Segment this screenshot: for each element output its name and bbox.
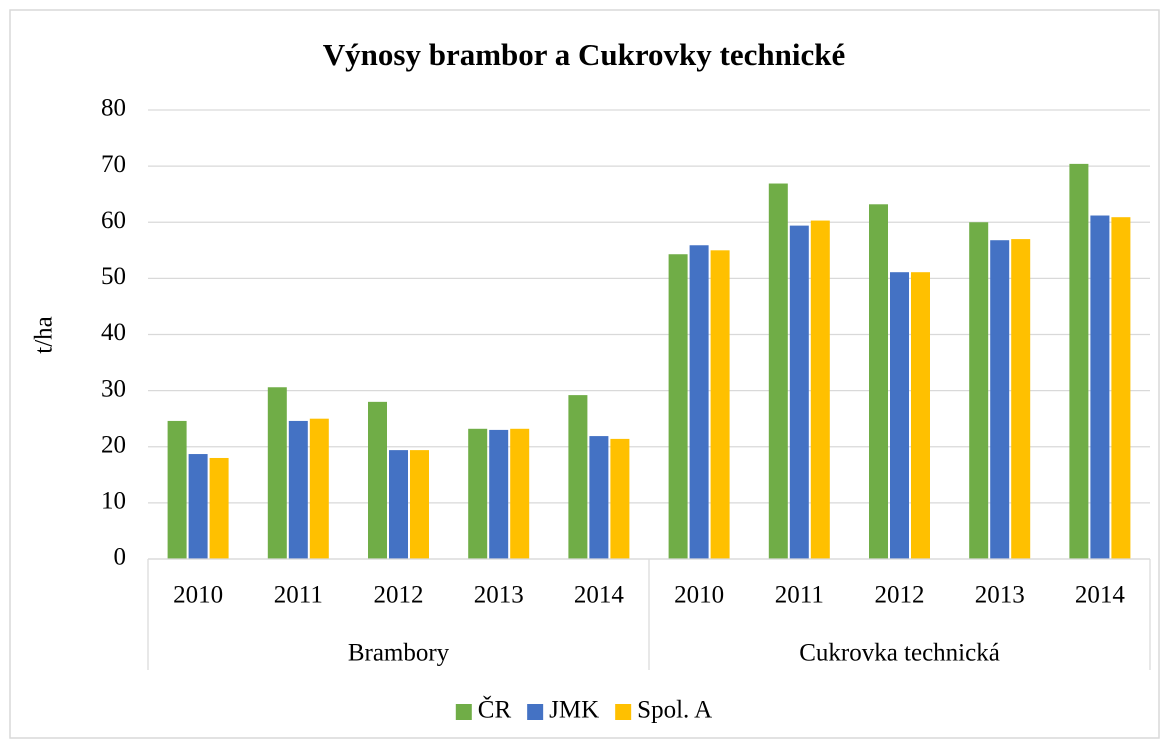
x-tick-label: 2014 xyxy=(574,582,625,609)
bar xyxy=(309,418,329,559)
chart-title: Výnosy brambor a Cukrovky technické xyxy=(323,37,845,72)
bar xyxy=(1090,215,1110,559)
bar xyxy=(768,183,788,559)
y-tick-label: 30 xyxy=(101,375,126,402)
bar xyxy=(990,240,1010,559)
x-tick-label: 2010 xyxy=(173,582,223,609)
bar xyxy=(911,272,930,559)
x-tick-label: 2013 xyxy=(975,582,1025,609)
group-label: Cukrovka technická xyxy=(799,640,1000,667)
legend-swatch xyxy=(527,704,544,720)
bar xyxy=(288,420,308,559)
y-tick-label: 0 xyxy=(114,544,127,571)
x-tick-label: 2013 xyxy=(474,582,524,609)
x-tick-label: 2014 xyxy=(1075,582,1126,609)
bar xyxy=(410,450,429,559)
y-tick-label: 70 xyxy=(101,151,126,178)
bar xyxy=(610,438,630,559)
y-tick-label: 40 xyxy=(101,319,126,346)
bar xyxy=(167,420,187,559)
y-axis-label: t/ha xyxy=(31,316,58,354)
bar xyxy=(188,454,208,559)
bar xyxy=(1069,163,1089,559)
bar xyxy=(1111,217,1131,560)
x-tick-label: 2010 xyxy=(674,582,724,609)
bar xyxy=(389,450,408,559)
y-tick-label: 60 xyxy=(101,207,126,234)
y-tick-label: 20 xyxy=(101,431,126,458)
legend-swatch xyxy=(455,704,472,720)
group-label: Brambory xyxy=(348,640,450,667)
bar xyxy=(869,204,888,560)
bar xyxy=(568,395,588,559)
bar xyxy=(589,436,609,559)
bar xyxy=(1011,239,1031,559)
bar xyxy=(689,245,709,560)
bar xyxy=(267,387,287,559)
bar xyxy=(668,254,688,559)
legend-swatch xyxy=(615,704,632,720)
legend-label: Spol. A xyxy=(637,697,712,724)
bar xyxy=(789,225,809,559)
x-tick-label: 2012 xyxy=(875,582,925,609)
bar xyxy=(890,272,909,559)
bar xyxy=(810,220,830,559)
bar xyxy=(489,429,509,559)
bar xyxy=(368,401,387,559)
chart-border xyxy=(9,9,1160,739)
bar xyxy=(710,250,730,559)
bar xyxy=(969,222,989,559)
bar xyxy=(209,457,229,559)
bar xyxy=(510,428,530,559)
bar xyxy=(468,428,488,559)
y-tick-label: 80 xyxy=(101,95,126,122)
x-tick-label: 2012 xyxy=(374,582,424,609)
x-tick-label: 2011 xyxy=(775,582,824,609)
legend-label: JMK xyxy=(549,697,599,724)
x-tick-label: 2011 xyxy=(274,582,323,609)
legend-label: ČR xyxy=(478,696,512,724)
y-tick-label: 50 xyxy=(101,263,126,290)
y-tick-label: 10 xyxy=(101,488,126,515)
